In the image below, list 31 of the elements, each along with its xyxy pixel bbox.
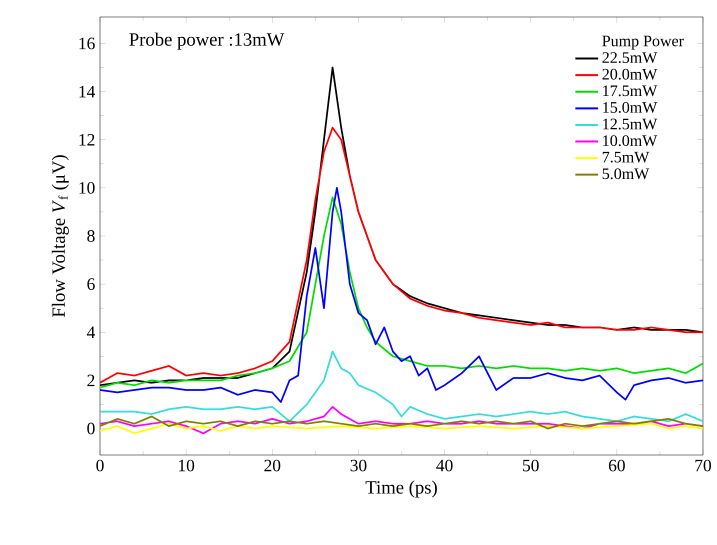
y-tick-label: 14 [79,86,96,98]
x-tick-label: 40 [436,460,453,472]
legend-label: 22.5mW [602,52,658,64]
x-axis-title: Time (ps) [366,480,437,498]
legend-label: 17.5mW [603,85,658,96]
y-tick-label: 0 [87,422,95,434]
legend-label: 10.0mW [603,135,658,146]
annotation: Probe power :13mW [129,32,284,50]
line-series [100,422,703,434]
x-tick-label: 20 [264,460,280,472]
x-tick-label: 60 [608,460,625,472]
y-tick-label: 16 [79,38,95,50]
legend-title: Pump Power [602,36,684,50]
y-tick-label: 2 [87,374,94,386]
x-tick-label: 30 [350,460,366,472]
x-tick-label: 50 [523,460,539,472]
legend-label: 12.5mW [603,118,658,130]
y-tick-label: 12 [79,134,94,146]
legend-label: 7.5mW [602,152,650,163]
y-tick-label: 8 [87,230,95,242]
y-tick-label: 4 [86,326,96,338]
legend-label: 15.0mW [603,102,658,113]
y-tick-label: 10 [79,182,95,194]
line-series [100,416,703,430]
x-tick-label: 10 [179,460,194,472]
y-axis-title: Flow Voltage V$_{f}$ (μV) [52,155,69,318]
legend-label: 20.0mW [602,68,658,80]
legend-label: 5.0mW [602,168,650,180]
x-tick-label: 0 [96,460,104,472]
y-tick-label: 6 [87,278,95,290]
x-tick-label: 70 [695,460,711,472]
